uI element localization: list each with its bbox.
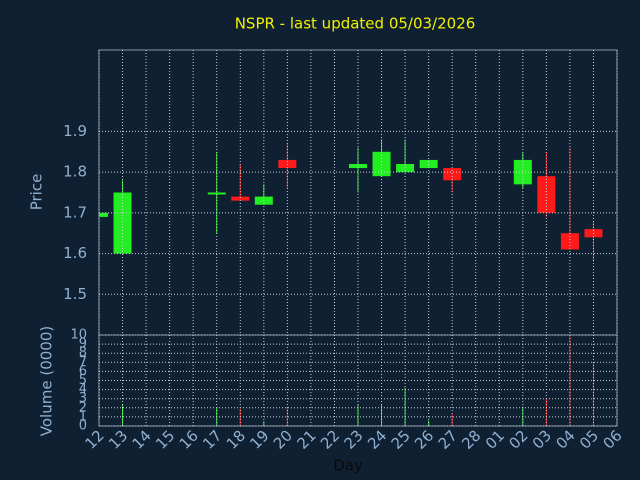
y-tick-label: 0 [79, 419, 87, 434]
x-tick-label: 18 [223, 427, 249, 453]
y-tick-label: 5 [79, 373, 87, 388]
plot [99, 139, 603, 426]
candle-body [349, 164, 367, 169]
x-tick-label: 23 [341, 427, 367, 453]
y-tick-label: 1.7 [63, 203, 87, 221]
x-tick-label: 16 [176, 427, 202, 453]
y-tick-label: 1.8 [63, 163, 87, 181]
x-tick-label: 04 [552, 427, 578, 453]
x-tick-label: 24 [364, 427, 390, 453]
x-tick-label: 01 [482, 427, 508, 453]
x-tick-label: 20 [270, 427, 296, 453]
x-axis-label: Day [333, 457, 363, 475]
y-tick-label: 10 [70, 328, 87, 343]
candle-body [113, 192, 132, 254]
x-tick-label: 02 [505, 427, 531, 453]
chart-title: NSPR - last updated 05/03/2026 [235, 15, 476, 33]
x-tick-label: 14 [129, 427, 155, 453]
y-tick-label: 1.9 [63, 122, 87, 140]
x-tick-label: 22 [317, 427, 343, 453]
x-tick-label: 27 [435, 427, 461, 453]
x-tick-label: 25 [388, 427, 414, 453]
candle-body [207, 192, 226, 195]
y-axis-label: Price [28, 174, 46, 211]
y-tick-label: 1 [79, 409, 87, 424]
candle-body [560, 233, 579, 250]
y-axis-label: Volume (0000) [38, 326, 56, 436]
x-tick-label: 19 [246, 427, 272, 453]
y-tick-label: 3 [79, 391, 87, 406]
x-tick-label: 26 [411, 427, 437, 453]
candle-body [443, 168, 462, 181]
x-tick-label: 03 [529, 427, 555, 453]
y-tick-label: 1.6 [63, 244, 87, 262]
x-tick-label: 06 [600, 427, 626, 453]
x-tick-label: 28 [458, 427, 484, 453]
x-tick-label: 21 [293, 427, 319, 453]
x-tick-label: 15 [152, 427, 178, 453]
y-tick-label: 4 [79, 382, 87, 397]
y-tick-label: 6 [79, 364, 87, 379]
candle-body [99, 212, 108, 217]
y-tick-label: 8 [79, 346, 87, 361]
candle-body [396, 164, 415, 173]
y-tick-label: 1.5 [63, 285, 87, 303]
y-tick-label: 2 [79, 400, 87, 415]
x-tick-label: 05 [576, 427, 602, 453]
candle-body [231, 196, 250, 201]
x-tick-label: 13 [105, 427, 131, 453]
x-tick-label: 17 [199, 427, 225, 453]
y-tick-label: 7 [79, 355, 87, 370]
y-tick-label: 9 [79, 337, 87, 352]
